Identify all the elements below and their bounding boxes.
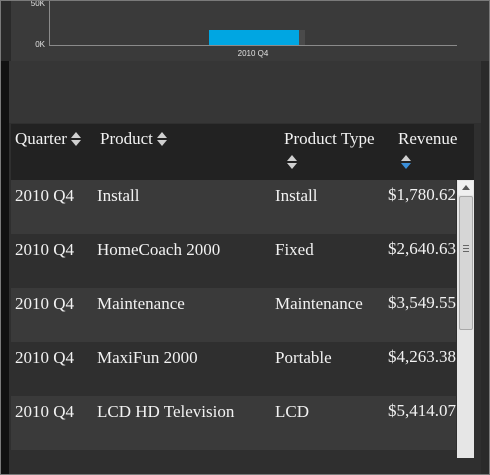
cell-product-type: Portable [275, 348, 332, 367]
x-axis [49, 45, 457, 46]
cell-product-type: Install [275, 186, 318, 205]
chevron-up-icon [462, 185, 470, 190]
scroll-up-button[interactable] [458, 181, 473, 195]
column-header-quarter[interactable]: Quarter [15, 129, 81, 149]
table-row[interactable]: 2010 Q4 LCD HD Television LCD $5,414.07 [11, 396, 456, 450]
cell-quarter: 2010 Q4 [15, 348, 75, 367]
bar-shadow [299, 30, 305, 45]
cell-product: Maintenance [97, 294, 185, 313]
column-header-label: Product [100, 129, 153, 148]
column-header-revenue[interactable]: Revenue [398, 129, 457, 169]
table-body: 2010 Q4 Install Install $1,780.62 2010 Q… [11, 180, 456, 458]
bar-chart: 50K 0K 2010 Q4 [1, 1, 489, 61]
column-header-label: Revenue [398, 129, 458, 148]
table-row[interactable]: 2010 Q4 Maintenance Maintenance $3,549.5… [11, 288, 456, 342]
cell-quarter: 2010 Q4 [15, 240, 75, 259]
cell-quarter: 2010 Q4 [15, 186, 75, 205]
sort-descending-icon[interactable] [401, 155, 411, 169]
table-row[interactable]: 2010 Q4 HomeCoach 2000 Fixed $2,640.63 [11, 234, 456, 288]
cell-product: MaxiFun 2000 [97, 348, 198, 367]
y-tick-label: 50K [30, 0, 45, 8]
column-header-product-type[interactable]: Product Type [284, 129, 375, 169]
cell-product: HomeCoach 2000 [97, 240, 221, 259]
y-tick-label: 0K [35, 40, 45, 49]
cell-revenue: $3,549.55 [388, 293, 456, 312]
column-header-label: Quarter [15, 129, 67, 148]
table-row[interactable]: 2010 Q4 MaxiFun 2000 Portable $4,263.38 [11, 342, 456, 396]
sort-icon[interactable] [70, 132, 81, 146]
left-border [1, 61, 9, 474]
cell-revenue: $5,414.07 [388, 401, 456, 420]
sort-icon[interactable] [156, 132, 167, 146]
cell-product: Install [97, 186, 140, 205]
scrollbar-thumb[interactable] [459, 196, 473, 330]
cell-revenue: $4,263.38 [388, 347, 456, 366]
cell-product: LCD HD Television [97, 402, 235, 421]
column-header-product[interactable]: Product [100, 129, 167, 149]
grip-line [463, 251, 469, 252]
column-header-label: Product Type [284, 129, 375, 148]
cell-revenue: $1,780.62 [388, 185, 456, 204]
cell-quarter: 2010 Q4 [15, 294, 75, 313]
chart-spacer [1, 61, 489, 123]
grip-line [463, 248, 469, 249]
cell-revenue: $2,640.63 [388, 239, 456, 258]
chart-left-edge [1, 1, 11, 61]
right-border [481, 61, 489, 474]
cell-product-type: LCD [275, 402, 309, 421]
grip-line [463, 245, 469, 246]
table-header: Quarter Product Product Type Revenue [11, 124, 474, 180]
table-row[interactable]: 2010 Q4 Install Install $1,780.62 [11, 180, 456, 234]
cell-product-type: Maintenance [275, 294, 363, 313]
vertical-scrollbar[interactable] [457, 180, 474, 458]
bar-2010-q4[interactable] [209, 30, 299, 45]
x-tick-label: 2010 Q4 [237, 49, 269, 58]
cell-quarter: 2010 Q4 [15, 402, 75, 421]
cell-product-type: Fixed [275, 240, 314, 259]
y-axis [49, 1, 50, 46]
sort-icon[interactable] [287, 155, 297, 169]
